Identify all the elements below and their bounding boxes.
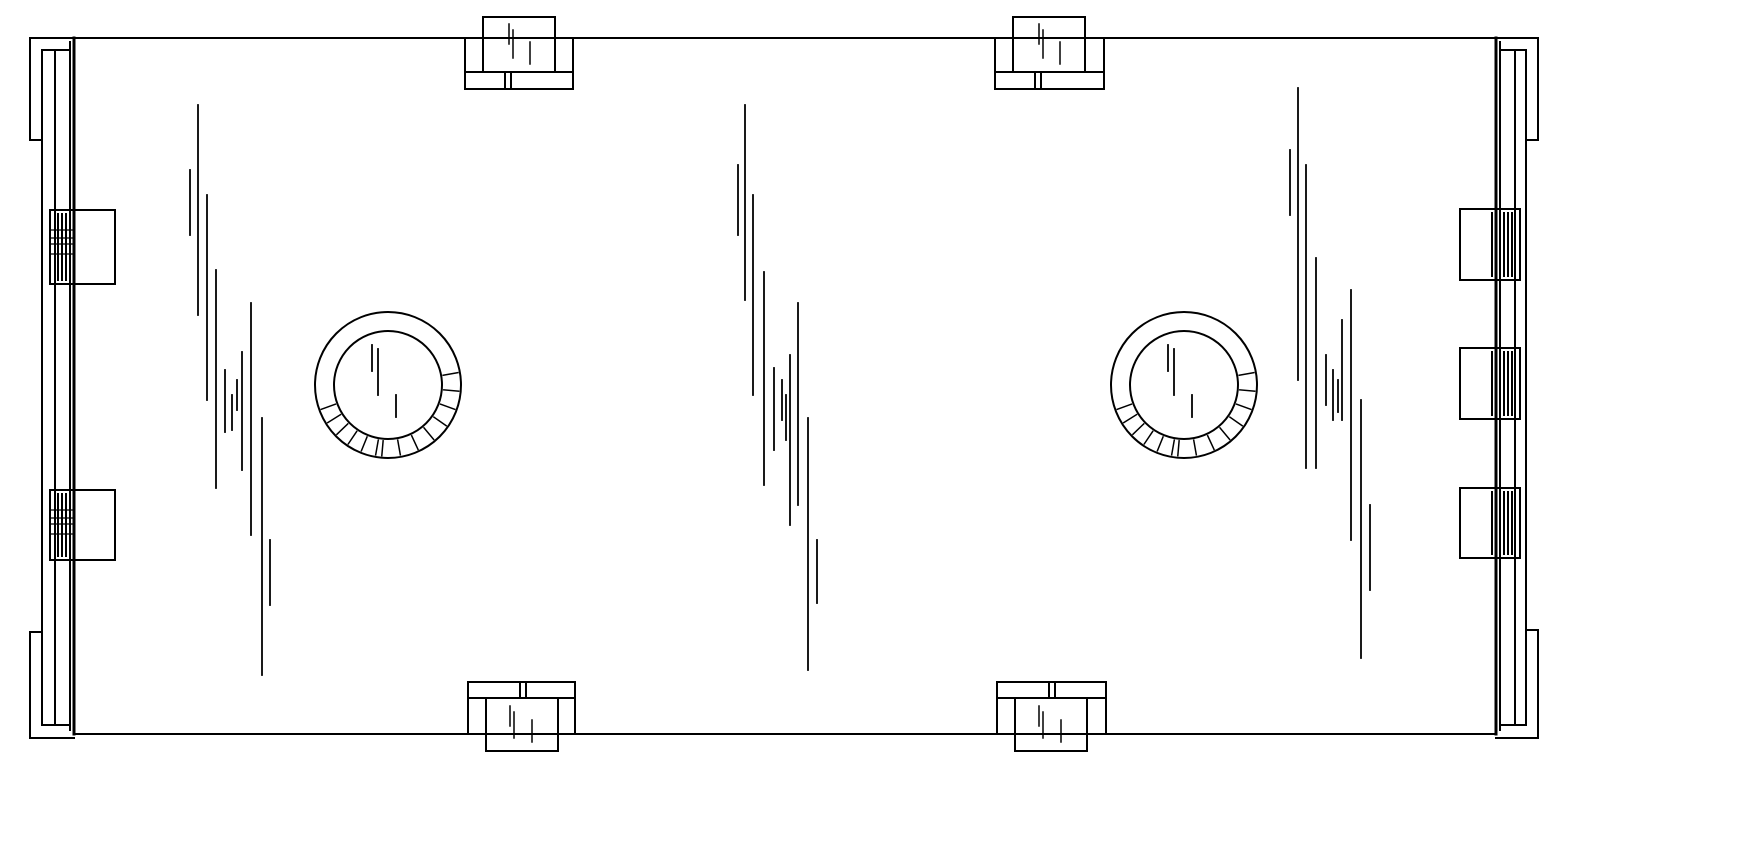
line [441, 404, 455, 409]
hub-button-2 [1111, 312, 1257, 458]
left-side-clip-2 [50, 490, 115, 560]
corner-bracket-bottom-right [1496, 630, 1538, 738]
box-outline [74, 38, 1496, 734]
line [424, 428, 434, 439]
line [361, 437, 367, 451]
bottom-edge-clip-2 [997, 682, 1106, 751]
box-body [74, 38, 1496, 734]
right-side-rail [1496, 38, 1538, 738]
top-edge-clip-1 [465, 17, 573, 89]
line [1220, 428, 1230, 439]
line [444, 390, 459, 391]
hub-inner-disc [1130, 331, 1238, 439]
top-edge-clip-2 [995, 17, 1104, 89]
clip-base [465, 38, 573, 89]
corner-bracket-top-left [30, 38, 74, 140]
line [1178, 441, 1179, 456]
line [1237, 404, 1251, 409]
line [1117, 404, 1131, 409]
line [321, 404, 335, 409]
line [382, 441, 383, 456]
line [1240, 390, 1255, 391]
line [412, 436, 418, 450]
line [398, 440, 401, 455]
clip-body [50, 210, 115, 284]
line [1239, 373, 1254, 376]
line [1230, 417, 1242, 426]
line [443, 373, 458, 376]
left-side-rail [30, 38, 74, 738]
line [1208, 436, 1214, 450]
line [1124, 415, 1137, 423]
line [1133, 424, 1144, 434]
reflection-lines-2 [738, 105, 817, 670]
clip-tab [1015, 698, 1087, 751]
line [376, 440, 379, 455]
corner-bracket-bottom-left [30, 632, 74, 738]
left-side-clip-1 [50, 210, 115, 284]
line [1157, 437, 1163, 451]
clip-tab [1013, 17, 1085, 72]
line [1194, 440, 1197, 455]
line [434, 417, 446, 426]
clip-base [995, 38, 1104, 89]
clip-tab [486, 698, 558, 751]
hub-button-1 [315, 312, 461, 458]
clip-tab [483, 17, 555, 72]
corner-bracket-bottom-right-inner [1500, 630, 1526, 725]
reflection-lines-1 [190, 105, 270, 675]
line [1144, 431, 1152, 443]
line [337, 424, 348, 434]
hub-outer-ring [315, 312, 461, 458]
line [348, 431, 356, 443]
reflection-lines-3 [1290, 88, 1370, 658]
line [328, 415, 341, 423]
clip-base [997, 682, 1106, 734]
corner-bracket-top-right [1496, 38, 1538, 140]
clip-body [50, 490, 115, 560]
right-side-clip-1 [1460, 209, 1520, 280]
line [1172, 440, 1175, 455]
right-side-clip-2 [1460, 348, 1520, 419]
bottom-edge-clip-1 [468, 682, 575, 751]
hub-outer-ring [1111, 312, 1257, 458]
corner-bracket-top-right-inner [1500, 50, 1526, 140]
hub-inner-disc [334, 331, 442, 439]
right-side-clip-3 [1460, 488, 1520, 558]
